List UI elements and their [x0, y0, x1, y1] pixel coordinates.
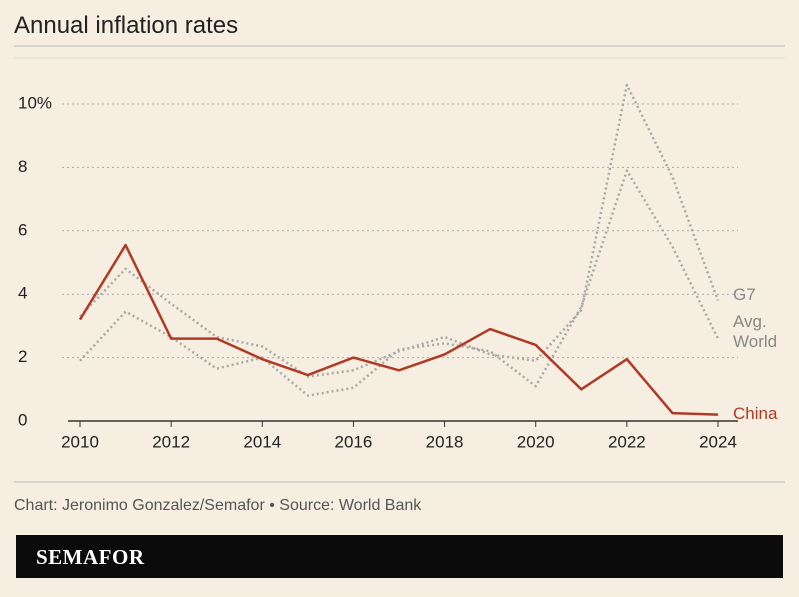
- series-line: [78, 243, 719, 416]
- legend-label: China: [733, 404, 778, 423]
- chart-title: Annual inflation rates: [14, 12, 239, 39]
- y-tick-label: 2: [18, 347, 27, 366]
- x-tick-label: 2022: [608, 432, 646, 451]
- y-tick-label: 0: [18, 410, 27, 429]
- x-tick-label: 2014: [243, 432, 281, 451]
- y-tick-label: 10%: [18, 93, 52, 112]
- y-tick-label: 8: [18, 157, 27, 176]
- x-tick-label: 2018: [426, 432, 464, 451]
- series-line: [79, 169, 720, 397]
- x-tick-label: 2020: [517, 432, 555, 451]
- y-tick-label: 4: [18, 284, 27, 303]
- brand-logo: SEMAFOR: [36, 545, 145, 569]
- source-note: Chart: Jeronimo Gonzalez/Semafor • Sourc…: [14, 497, 422, 514]
- legend-label: Avg. World: [733, 312, 778, 351]
- legend-label: G7: [733, 285, 756, 304]
- x-tick-label: 2016: [335, 432, 373, 451]
- brand-bar: SEMAFOR: [16, 535, 783, 578]
- x-tick-label: 2012: [152, 432, 190, 451]
- x-tick-label: 2010: [61, 432, 99, 451]
- x-tick-label: 2024: [699, 432, 737, 451]
- y-tick-label: 6: [18, 220, 27, 239]
